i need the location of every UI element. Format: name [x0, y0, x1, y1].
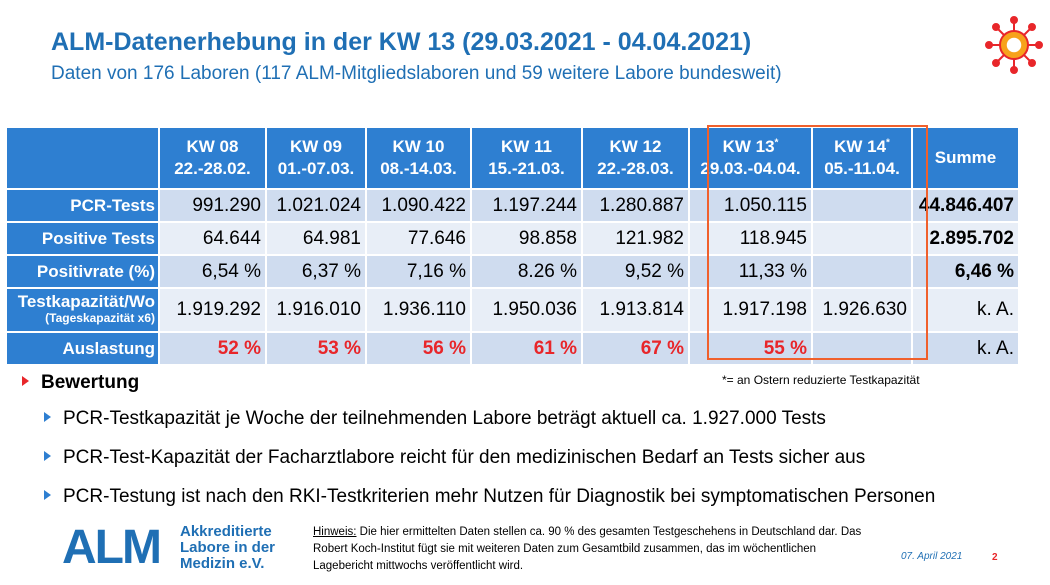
bewertung-heading: Bewertung [22, 372, 139, 394]
table-cell: 1.090.422 [365, 188, 472, 223]
table-cell: 1.917.198 [688, 287, 813, 333]
table-cell [811, 331, 913, 366]
row-label-main: Testkapazität/Wo [17, 292, 155, 311]
table-cell: 64.981 [265, 221, 367, 256]
table-cell: 1.916.010 [265, 287, 367, 333]
table-cell: 77.646 [365, 221, 472, 256]
column-header: KW 09 01.-07.03. [265, 126, 367, 190]
table-cell [811, 254, 913, 289]
table-cell: 6,54 % [158, 254, 267, 289]
row-label: Positivrate (%) [5, 254, 160, 289]
column-header: KW 12 22.-28.03. [581, 126, 690, 190]
table-cell: 1.926.630 [811, 287, 913, 333]
table-cell: 1.197.244 [470, 188, 583, 223]
table-cell: 1.950.036 [470, 287, 583, 333]
bullet-arrow-icon [22, 375, 29, 386]
table-cell: 53 % [265, 331, 367, 366]
list-item: PCR-Testung ist nach den RKI-Testkriteri… [44, 486, 935, 508]
table-cell [811, 221, 913, 256]
row-label: Positive Tests [5, 221, 160, 256]
table-cell: 64.644 [158, 221, 267, 256]
table-cell: 9,52 % [581, 254, 690, 289]
row-label-sub: (Tageskapazität x6) [45, 311, 155, 325]
table-cell: 52 % [158, 331, 267, 366]
footnote: *= an Ostern reduzierte Testkapazität [722, 373, 920, 387]
page-number: 2 [992, 552, 998, 563]
corner-cell [5, 126, 160, 190]
column-header: KW 14* 05.-11.04. [811, 126, 913, 190]
table-cell: 7,16 % [365, 254, 472, 289]
bullet-arrow-icon [44, 489, 51, 500]
row-label: Auslastung [5, 331, 160, 366]
table-cell: 991.290 [158, 188, 267, 223]
sum-cell: k. A. [911, 287, 1020, 333]
bullet-arrow-icon [44, 450, 51, 461]
column-header: KW 08 22.-28.02. [158, 126, 267, 190]
alm-logo: ALM Akkreditierte Labore in der Medizin … [62, 522, 292, 574]
column-header: KW 11 15.-21.03. [470, 126, 583, 190]
sum-cell: k. A. [911, 331, 1020, 366]
table-cell: 11,33 % [688, 254, 813, 289]
virus-icon [985, 16, 1043, 74]
table-cell: 121.982 [581, 221, 690, 256]
table-cell: 56 % [365, 331, 472, 366]
table-cell: 55 % [688, 331, 813, 366]
table-cell: 118.945 [688, 221, 813, 256]
bullet-arrow-icon [44, 411, 51, 422]
slide-title: ALM-Datenerhebung in der KW 13 (29.03.20… [51, 28, 752, 56]
list-item: PCR-Testkapazität je Woche der teilnehme… [44, 408, 826, 430]
sum-header: Summe [911, 126, 1020, 190]
row-label: Testkapazität/Wo (Tageskapazität x6) [5, 287, 160, 333]
sum-cell: 6,46 % [911, 254, 1020, 289]
table-cell: 8.26 % [470, 254, 583, 289]
table-cell: 1.936.110 [365, 287, 472, 333]
table-cell: 1.913.814 [581, 287, 690, 333]
column-header: KW 13* 29.03.-04.04. [688, 126, 813, 190]
table-row: Auslastung 52 % 53 % 56 % 61 % 67 % 55 %… [5, 331, 1020, 366]
sum-cell: 44.846.407 [911, 188, 1020, 223]
table-header-row: KW 08 22.-28.02. KW 09 01.-07.03. KW 10 08.… [5, 126, 1020, 190]
table-cell: 1.050.115 [688, 188, 813, 223]
table-row: Positivrate (%) 6,54 % 6,37 % 7,16 % 8.2… [5, 254, 1020, 289]
table-cell: 1.021.024 [265, 188, 367, 223]
logo-letters: ALM [62, 521, 162, 574]
list-item: PCR-Test-Kapazität der Facharztlabore re… [44, 447, 865, 469]
sum-cell: 2.895.702 [911, 221, 1020, 256]
table-cell: 61 % [470, 331, 583, 366]
row-label: PCR-Tests [5, 188, 160, 223]
hinweis-note: Hinweis: Die hier ermittelten Daten stel… [313, 526, 862, 572]
slide-subtitle: Daten von 176 Laboren (117 ALM-Mitglieds… [51, 63, 782, 84]
table-row: Positive Tests 64.644 64.981 77.646 98.8… [5, 221, 1020, 256]
table-cell: 1.919.292 [158, 287, 267, 333]
table-cell: 98.858 [470, 221, 583, 256]
table-cell: 67 % [581, 331, 690, 366]
weekly-data-table: KW 08 22.-28.02. KW 09 01.-07.03. KW 10 08.… [5, 126, 1020, 366]
table-cell: 1.280.887 [581, 188, 690, 223]
table-row: Testkapazität/Wo (Tageskapazität x6) 1.9… [5, 287, 1020, 333]
table-cell: 6,37 % [265, 254, 367, 289]
logo-text: Akkreditierte Labore in der Medizin e.V. [180, 523, 276, 572]
table-cell [811, 188, 913, 223]
table-row: PCR-Tests 991.290 1.021.024 1.090.422 1.… [5, 188, 1020, 223]
column-header: KW 10 08.-14.03. [365, 126, 472, 190]
slide-date: 07. April 2021 [901, 551, 963, 562]
